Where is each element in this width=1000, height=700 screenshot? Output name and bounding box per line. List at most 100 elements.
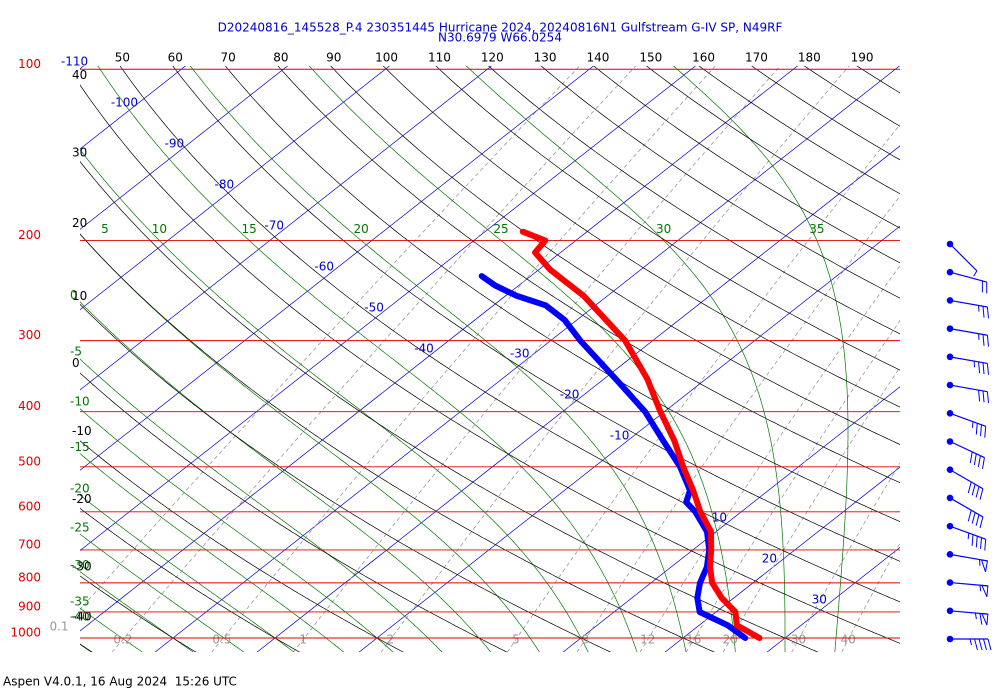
moist-adiabat [465,66,786,652]
dry-adiabat-label: 100 [375,51,398,65]
barb-full [971,534,974,546]
moist-adiabat [80,408,394,652]
barb-staff [949,440,985,459]
mixing-ratio-label: 30 [791,633,806,647]
barb-full [980,537,982,550]
dry-adiabat-label: 180 [798,51,821,65]
isotherm-label: -90 [165,137,185,151]
isobar-label: 900 [18,599,41,613]
barb-pennant [980,559,989,572]
isobar-label: 100 [18,57,41,71]
isotherm [80,66,595,471]
barb-staff [949,271,987,283]
mixing-ratio-line [639,264,900,652]
caption: Aspen V4.0.1, 16 Aug 2024 15:26 UTC [3,675,237,689]
mixing-ratio-label: 0.2 [113,633,132,647]
mixing-ratio-label: 0.1 [49,620,68,634]
moist-adiabat-label: -20 [70,481,90,495]
barb-full [979,488,984,500]
moist-adiabat-label: -5 [70,345,82,359]
isotherm [80,66,799,632]
wind-barb [946,551,989,572]
isotherm-label: -110 [61,55,88,69]
moist-adiabat-label: 20 [354,222,369,236]
moist-adiabat-label: 25 [493,222,508,236]
barb-full [967,510,972,522]
isotherm-label: -40 [414,342,434,356]
isobar-label: 200 [18,228,41,242]
dry-adiabat-label: 120 [481,51,504,65]
dry-adiabat-label: 80 [273,51,288,65]
barb-full [978,638,983,651]
mixing-ratio-line [211,66,716,652]
barb-full [971,512,976,524]
mixing-ratio-line [685,319,900,652]
moist-adiabat [80,358,443,652]
barb-full [967,481,972,494]
barb-full [986,363,989,375]
wind-barb [946,268,988,294]
isobar-label: 400 [18,399,41,413]
dry-adiabat-label: 70 [220,51,235,65]
dry-adiabat-label: 110 [428,51,451,65]
isobar-label: 800 [18,570,41,584]
wind-barb [946,522,987,551]
dry-adiabat-label: 20 [72,216,87,230]
barb-full [975,486,980,498]
barb-half [973,270,978,277]
barb-full [975,536,978,548]
barb-staff [949,328,988,336]
isotherm-label: -10 [610,429,630,443]
barb-full [982,334,985,346]
mixing-ratio-line [841,542,900,652]
isotherm-label: 30 [812,593,827,607]
dry-adiabat [80,507,301,652]
wind-barb [946,607,989,626]
wind-barb [946,381,989,404]
barb-full [975,423,978,435]
isobar-label: 1000 [10,626,41,640]
isotherm-label: 20 [762,552,777,566]
mixing-ratio-line [380,66,850,652]
dry-adiabat-label: -40 [72,610,92,624]
isotherm-label: -70 [264,219,284,233]
mixing-ratio-label: 2 [387,633,395,647]
wind-barb [946,409,987,438]
moist-adiabat [189,66,687,652]
isotherm-label: -80 [215,178,235,192]
wind-barb [946,579,989,598]
mixing-ratio-line [111,66,637,652]
moist-adiabat [80,533,245,652]
dry-adiabat-label: 150 [639,51,662,65]
moist-adiabat-label: -15 [70,440,90,454]
dry-adiabat [80,160,819,652]
moist-adiabat-label: 10 [152,222,167,236]
barb-half [979,585,982,592]
dry-adiabat [172,66,900,562]
barb-full [984,426,987,438]
dry-adiabat-label: 190 [851,51,874,65]
moist-adiabat-label: -40 [70,610,90,624]
isotherm-label: -60 [314,260,334,274]
mixing-ratio-label: 8 [581,633,589,647]
dry-adiabat-label: 160 [692,51,715,65]
dry-adiabat-label: -10 [72,424,92,438]
dry-adiabat-label: -30 [72,560,92,574]
moist-adiabat-label: -30 [70,558,90,572]
barb-full [969,451,973,464]
isotherm [665,466,900,652]
barb-full [979,613,983,625]
isobar-label: 300 [18,328,41,342]
isotherm-label: 10 [712,511,727,525]
dry-adiabat [277,66,900,484]
barb-full [983,638,987,651]
barb-staff [949,243,978,272]
isotherm-label: -20 [560,388,580,402]
dry-adiabat [119,66,900,603]
dry-adiabat-label: 140 [586,51,609,65]
barb-full [982,362,985,375]
barb-half [971,421,974,428]
wind-barb [946,353,989,375]
dry-adiabat [80,84,900,644]
chart-title: D20240816_145528_P.4 230351445 Hurricane… [218,21,783,35]
